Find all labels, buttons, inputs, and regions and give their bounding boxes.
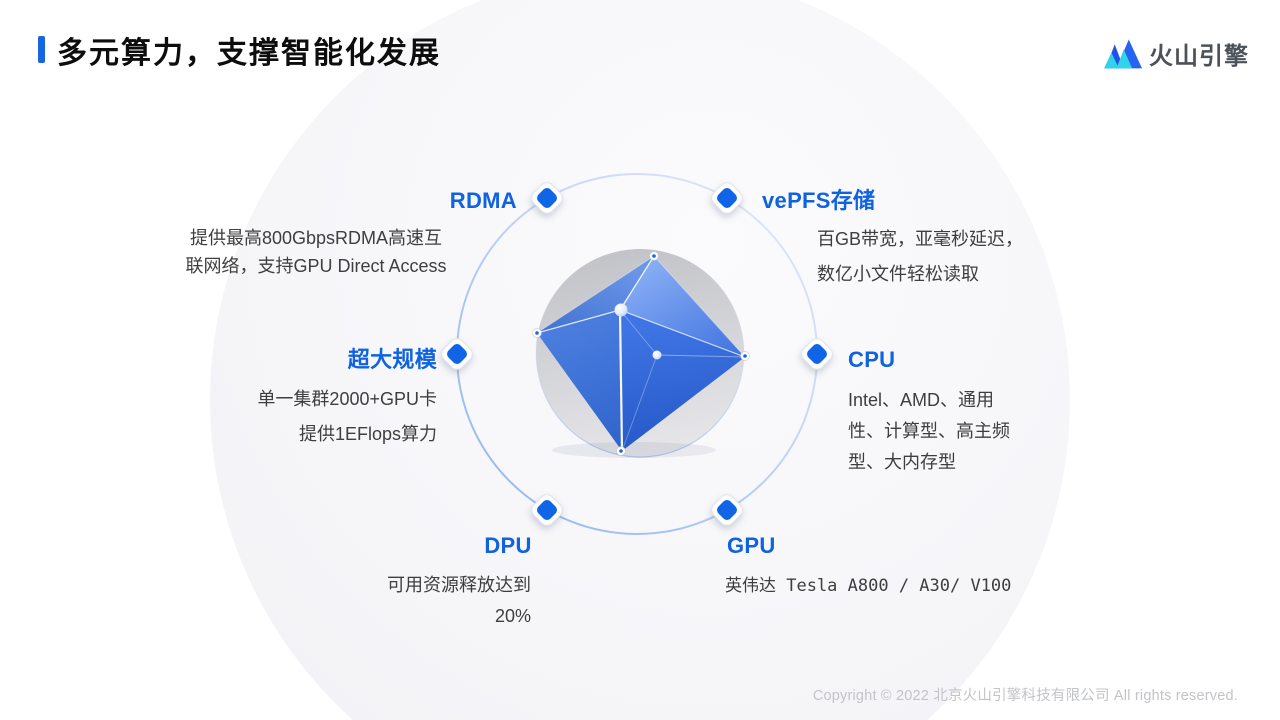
gpu-node-core-icon xyxy=(714,497,740,523)
desc-line: 提供1EFlops算力 xyxy=(298,424,437,444)
scale-node-core-icon xyxy=(444,341,470,367)
corner-decoration xyxy=(1067,529,1280,720)
gem-edges xyxy=(536,255,746,453)
volcano-engine-logo: 火山引擎 xyxy=(1104,36,1249,71)
gem-vertex-dots xyxy=(532,251,750,456)
feature-scale-desc: 单一集群2000+GPU卡 提供1EFlops算力 xyxy=(217,382,437,452)
feature-rdma-label: RDMA xyxy=(449,188,517,213)
gem-shadow xyxy=(552,442,716,458)
page-title: 多元算力，支撑智能化发展 xyxy=(57,37,441,70)
feature-rdma-desc: 提供最高800GbpsRDMA高速互 联网络，支持GPU Direct Acce… xyxy=(151,224,481,280)
logo-text: 火山引擎 xyxy=(1149,43,1249,70)
desc-line: 提供最高800GbpsRDMA高速互 xyxy=(189,228,443,248)
desc-line: 可用资源释放达到 xyxy=(387,575,531,595)
desc-line: 数亿小文件轻松读取 xyxy=(817,264,979,284)
desc-line: 性、计算型、高主频 xyxy=(848,421,1010,441)
cpu-node-core-icon xyxy=(804,341,830,367)
desc-line: 单一集群2000+GPU卡 xyxy=(257,389,437,409)
center-sphere xyxy=(652,350,662,360)
dpu-node-core-icon xyxy=(534,497,560,523)
desc-line: 联网络，支持GPU Direct Access xyxy=(185,256,447,276)
vepfs-node-core-icon xyxy=(714,185,740,211)
feature-gpu-label: GPU xyxy=(727,533,776,558)
feature-scale-label: 超大规模 xyxy=(347,347,437,372)
title-accent-bar xyxy=(38,36,45,63)
desc-line: 20% xyxy=(494,606,531,626)
rdma-node-core-icon xyxy=(534,185,560,211)
copyright-text: Copyright © 2022 北京火山引擎科技有限公司 All rights… xyxy=(812,688,1238,704)
feature-gpu-desc: 英伟达 Tesla A800 / A30/ V100 xyxy=(725,572,1011,600)
desc-line: 百GB带宽，亚毫秒延迟， xyxy=(817,229,1024,249)
feature-dpu-desc: 可用资源释放达到 20% xyxy=(330,570,531,632)
feature-cpu-label: CPU xyxy=(848,347,896,372)
feature-dpu-label: DPU xyxy=(484,533,532,558)
feature-cpu-desc: Intel、AMD、通用 性、计算型、高主频 型、大内存型 xyxy=(848,385,1048,478)
desc-line: Intel、AMD、通用 xyxy=(848,390,995,410)
apex-sphere xyxy=(614,303,628,317)
desc-line: 英伟达 Tesla A800 / A30/ V100 xyxy=(725,576,1012,596)
volcano-mountain-icon xyxy=(1104,39,1142,69)
feature-vepfs-desc: 百GB带宽，亚毫秒延迟， 数亿小文件轻松读取 xyxy=(817,222,1023,292)
feature-vepfs-label: vePFS存储 xyxy=(762,188,876,213)
desc-line: 型、大内存型 xyxy=(848,452,956,472)
